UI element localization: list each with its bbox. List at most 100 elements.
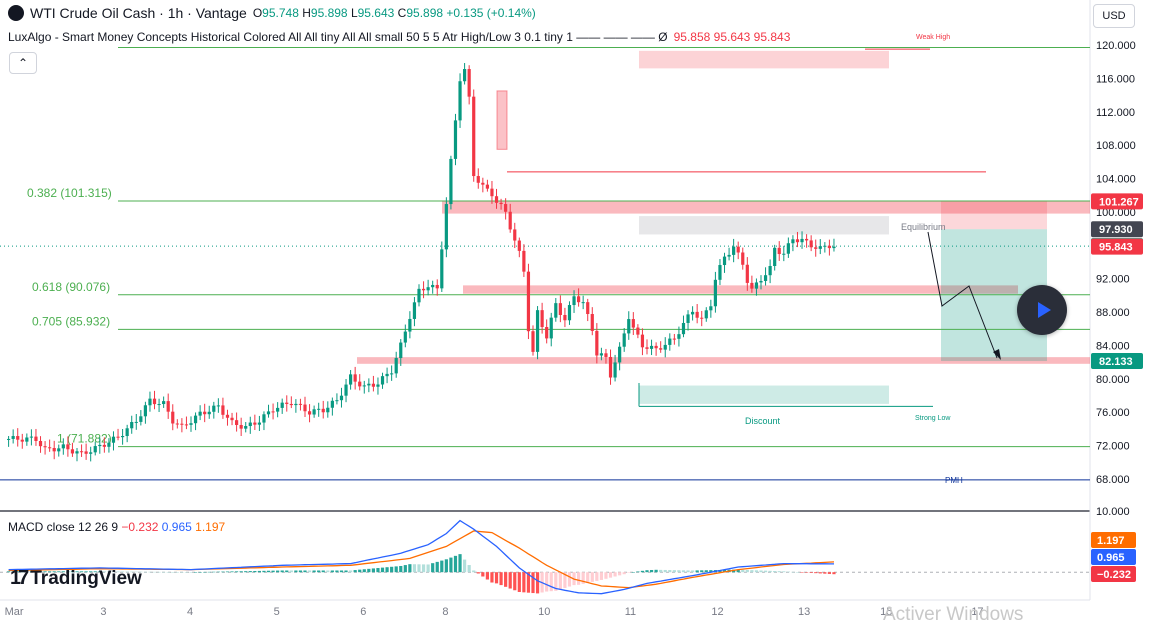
macd-hist-bar — [130, 571, 134, 573]
macd-hist-bar — [289, 570, 293, 573]
candle — [11, 429, 15, 444]
macd-hist-bar — [763, 570, 768, 573]
price-tick: 104.000 — [1096, 174, 1136, 186]
macd-hist-bar — [225, 571, 230, 573]
price-tag: 82.133 — [1091, 353, 1143, 370]
macd-hist-bar — [782, 571, 786, 573]
candle — [499, 198, 503, 210]
macd-hist-bar — [166, 571, 170, 573]
candle — [221, 397, 225, 419]
macd-hist-bar — [440, 560, 444, 573]
candle — [408, 311, 412, 339]
macd-hist-bar — [645, 570, 649, 573]
macd-hist-bar — [303, 570, 307, 573]
macd-hist-bar — [832, 572, 836, 575]
macd-hist-bar — [285, 570, 289, 573]
macd-hist-bar — [107, 571, 111, 573]
candle — [613, 354, 617, 382]
candle — [549, 312, 553, 347]
macd-hist-bar — [394, 566, 398, 573]
candle — [631, 312, 635, 335]
candle — [317, 402, 321, 417]
candle — [353, 366, 357, 390]
candle — [732, 238, 736, 263]
candle — [285, 395, 289, 412]
candle — [567, 301, 572, 325]
macd-hist-bar — [668, 570, 672, 573]
macd-hist-bar — [463, 559, 467, 573]
macd-hist-bar — [116, 571, 120, 573]
candle — [84, 443, 88, 460]
candle — [481, 177, 485, 193]
macd-hist-bar — [380, 567, 385, 573]
candle — [645, 339, 649, 355]
macd-hist-bar — [677, 570, 681, 573]
fib-level-label: 0.705 (85.932) — [32, 314, 110, 328]
macd-hist-bar — [773, 570, 777, 573]
macd-hist-bar — [704, 570, 708, 573]
time-tick: 10 — [538, 606, 550, 618]
candle — [394, 351, 398, 378]
candle — [116, 428, 120, 441]
macd-hist-bar — [577, 572, 581, 585]
symbol-logo-icon — [8, 5, 24, 21]
candle — [312, 405, 316, 418]
candle — [157, 398, 161, 412]
candle — [663, 337, 667, 358]
indicator-legend[interactable]: LuxAlgo - Smart Money Concepts Historica… — [8, 30, 790, 44]
arrow-head-icon — [993, 349, 1001, 360]
macd-hist-bar — [777, 571, 781, 573]
candle — [412, 297, 417, 327]
candle — [754, 278, 759, 296]
macd-hist-bar — [636, 571, 640, 573]
candle — [376, 377, 380, 395]
candle — [814, 239, 818, 257]
macd-hist-bar — [298, 570, 303, 573]
macd-hist-bar — [805, 572, 809, 573]
macd-hist-bar — [221, 571, 225, 573]
candle — [545, 319, 549, 344]
macd-hist-bar — [38, 571, 43, 573]
candle — [289, 396, 293, 409]
candle — [257, 415, 261, 431]
candle — [89, 446, 93, 462]
candle — [303, 396, 307, 417]
macd-hist-bar — [809, 572, 813, 573]
svg-text:82.133: 82.133 — [1099, 356, 1133, 368]
macd-signal-value: 1.197 — [195, 520, 226, 534]
macd-hist-bar — [193, 572, 198, 573]
play-button[interactable] — [1017, 285, 1067, 335]
candle — [399, 339, 403, 366]
candle — [29, 429, 33, 446]
candle — [741, 247, 745, 270]
macd-hist-bar — [768, 570, 772, 573]
macd-hist-bar — [134, 571, 138, 573]
svg-text:−0.232: −0.232 — [1097, 569, 1131, 581]
candle — [7, 436, 11, 447]
macd-hist-bar — [467, 565, 471, 573]
svg-text:1.197: 1.197 — [1097, 535, 1125, 547]
macd-main-line — [8, 519, 834, 595]
candle — [38, 436, 43, 453]
macd-hist-bar — [709, 570, 713, 573]
macd-hist-bar — [741, 569, 745, 573]
candle — [640, 328, 645, 356]
macd-tag: 1.197 — [1091, 532, 1136, 548]
macd-hist-bar — [522, 572, 526, 593]
svg-text:0.965: 0.965 — [1097, 552, 1125, 564]
macd-hist-bar — [435, 561, 439, 573]
macd-hist-bar — [681, 570, 686, 573]
svg-text:95.843: 95.843 — [1099, 242, 1133, 254]
macd-hist-bar — [631, 572, 635, 573]
collapse-legend-button[interactable]: ⌃ — [9, 52, 37, 74]
macd-hist-bar — [198, 572, 202, 573]
symbol-title[interactable]: WTI Crude Oil Cash · 1h · Vantage — [30, 5, 247, 21]
equilibrium-label: Equilibrium — [901, 222, 946, 232]
macd-legend[interactable]: MACD close 12 26 9 −0.232 0.965 1.197 — [8, 520, 225, 534]
macd-hist-bar — [367, 568, 371, 573]
candle — [750, 275, 754, 293]
tradingview-logo[interactable]: 17 TradingView — [10, 567, 142, 590]
macd-hist-bar — [239, 571, 243, 573]
currency-button[interactable]: USD — [1093, 4, 1135, 28]
